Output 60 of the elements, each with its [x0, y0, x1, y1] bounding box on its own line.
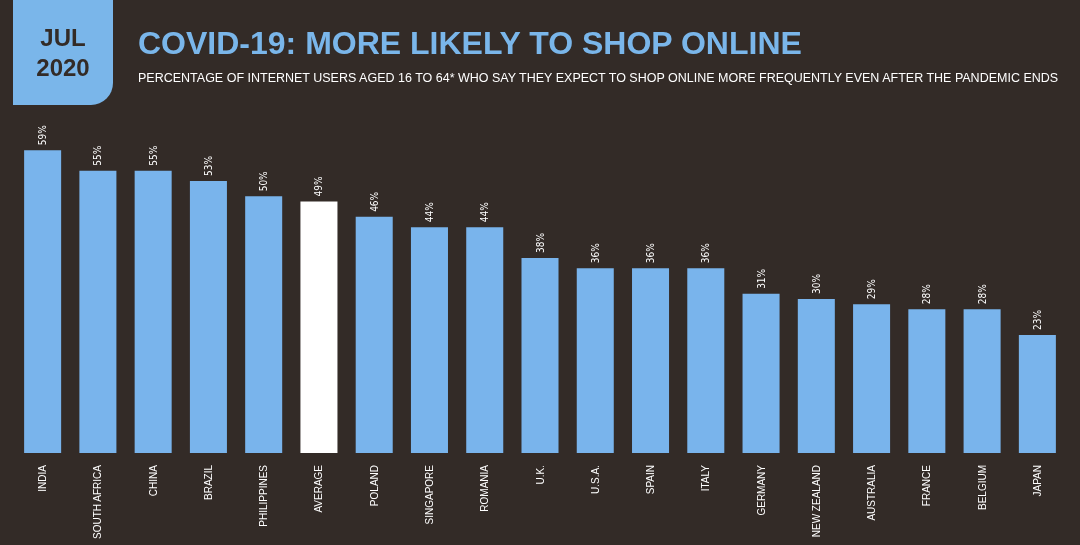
- bar: [466, 227, 504, 453]
- x-tick-label: FRANCE: [921, 464, 933, 507]
- x-tick-label: BELGIUM: [976, 465, 988, 511]
- x-tick-label: NEW ZEALAND: [810, 465, 822, 538]
- data-label: 44%: [423, 201, 435, 223]
- bar: [908, 309, 946, 453]
- data-label: 53%: [202, 155, 214, 176]
- data-label: 55%: [147, 145, 159, 166]
- data-label: 36%: [645, 242, 657, 264]
- bar: [355, 216, 393, 453]
- x-tick-label: SINGAPORE: [423, 464, 435, 525]
- data-label: 59%: [37, 124, 49, 146]
- data-label: 30%: [810, 273, 822, 294]
- x-tick-label: AUSTRALIA: [866, 464, 878, 521]
- bar: [687, 268, 725, 453]
- text: JUL 2020: [36, 23, 90, 81]
- bar: [24, 150, 62, 453]
- data-label: 46%: [368, 191, 380, 212]
- data-label: 36%: [700, 242, 712, 264]
- chart-title: COVID-19: MORE LIKELY TO SHOP ONLINE: [138, 25, 802, 61]
- data-label: 29%: [866, 278, 878, 300]
- data-label: 28%: [921, 283, 933, 305]
- x-tick-label: AVERAGE: [313, 464, 325, 513]
- bar: [300, 201, 338, 453]
- bar: [1018, 334, 1056, 453]
- data-label: 28%: [976, 283, 988, 305]
- bar: [853, 304, 891, 453]
- data-label: 23%: [1031, 309, 1043, 330]
- bar: [245, 196, 283, 453]
- bar: [79, 170, 117, 453]
- x-tick-label: CHINA: [147, 464, 159, 497]
- x-tick-label: U.K.: [534, 465, 546, 485]
- data-label: 36%: [589, 242, 601, 264]
- data-label: 49%: [313, 176, 325, 197]
- x-tick-label: ROMANIA: [479, 464, 491, 512]
- x-tick-label: GERMANY: [755, 464, 767, 516]
- x-tick-label: BRAZIL: [202, 464, 214, 501]
- x-tick-label: SPAIN: [645, 465, 657, 495]
- bar: [410, 227, 448, 453]
- bar: [963, 309, 1001, 453]
- data-label: 38%: [534, 232, 546, 253]
- bar: [521, 257, 559, 453]
- x-tick-label: ITALY: [700, 464, 712, 492]
- chart-subtitle: PERCENTAGE OF INTERNET USERS AGED 16 TO 64* WHO SAY THEY EXPECT TO SHOP ONLINE MORE FREQUENTLY EVEN AFTER THE PANDEMIC ENDS: [138, 70, 1059, 85]
- bar: [632, 268, 670, 453]
- x-tick-label: POLAND: [368, 465, 380, 507]
- bar: [189, 180, 227, 453]
- bar: [134, 170, 172, 453]
- data-label: 55%: [92, 145, 104, 166]
- x-tick-label: U.S.A.: [589, 465, 601, 494]
- bar: [797, 299, 835, 453]
- data-label: 31%: [755, 268, 767, 289]
- x-tick-label: INDIA: [37, 464, 49, 492]
- data-label: 50%: [258, 170, 270, 192]
- x-tick-label: PHILIPPINES: [258, 464, 270, 527]
- bar: [576, 268, 614, 453]
- data-label: 44%: [479, 201, 491, 223]
- bar: [742, 293, 780, 453]
- x-tick-label: SOUTH AFRICA: [92, 464, 104, 539]
- x-tick-label: JAPAN: [1031, 465, 1043, 497]
